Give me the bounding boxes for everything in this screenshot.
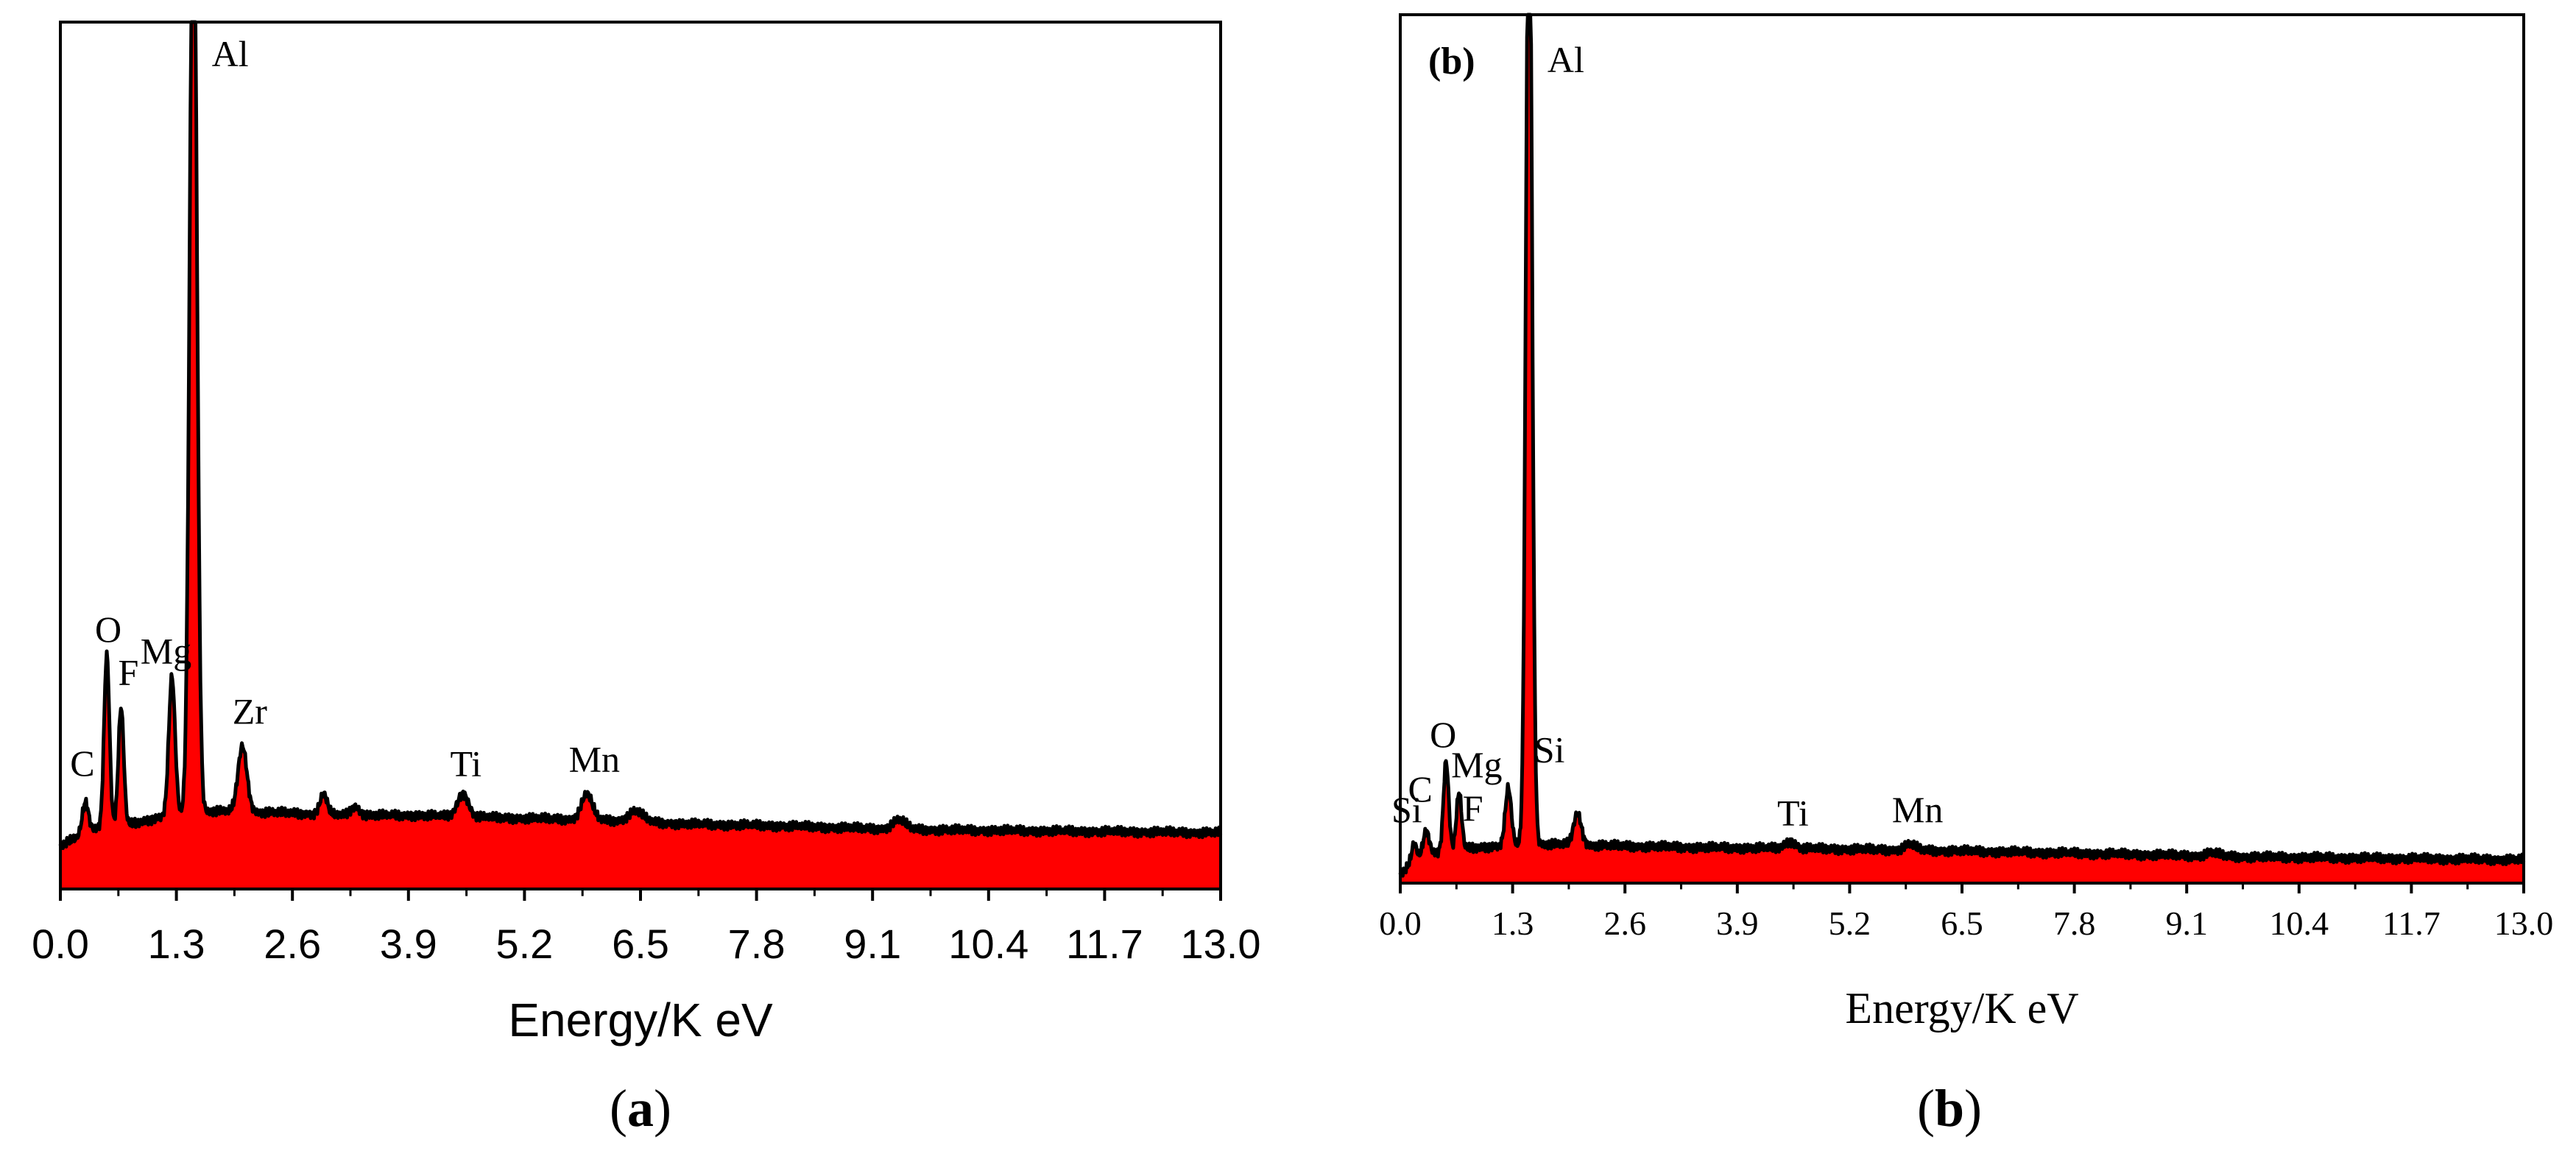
peak-label-f: F	[118, 652, 138, 693]
x-tick-label: 9.1	[844, 921, 901, 967]
caption-letter-b: b	[1935, 1079, 1964, 1138]
caption-letter-a: a	[627, 1079, 654, 1138]
plot-frame-a	[59, 21, 1222, 890]
panel-title-b: (b)	[1428, 40, 1475, 82]
spectrum-area	[1400, 15, 2524, 883]
x-tick-label: 2.6	[1603, 904, 1646, 942]
x-tick-label: 10.4	[948, 921, 1028, 967]
x-tick-label: 1.3	[148, 921, 205, 967]
x-ticks-a: 0.0 1.3 2.6 3.9 5.2 6.5 7.8 9.1 10.4 11.7 13.0	[32, 889, 1261, 967]
spectrum-line	[58, 20, 1223, 851]
x-tick-label: 5.2	[1829, 904, 1871, 942]
x-axis-label-a: Energy/K eV	[508, 994, 773, 1046]
x-tick-label: 0.0	[1379, 904, 1422, 942]
x-tick-label: 13.0	[1181, 921, 1261, 967]
peak-label-mn: Mn	[1892, 789, 1943, 830]
x-tick-label: 2.6	[264, 921, 321, 967]
x-ticks-b: 0.0 1.3 2.6 3.9 5.2 6.5 7.8 9.1 10.4 11.7 13.0	[1379, 883, 2553, 942]
x-tick-label: 11.7	[1066, 921, 1143, 967]
spectrum-line	[1398, 13, 2526, 878]
x-tick-label: 7.8	[728, 921, 786, 967]
x-tick-label: 3.9	[1716, 904, 1759, 942]
peak-label-o: O	[1430, 714, 1456, 755]
peak-label-si: Si	[1391, 789, 1422, 830]
x-tick-label: 11.7	[2382, 904, 2441, 942]
peak-label-mg: Mg	[1451, 744, 1502, 785]
peak-label-ti: Ti	[1777, 792, 1809, 833]
peak-label-al: Al	[1548, 39, 1584, 80]
x-tick-label: 3.9	[380, 921, 437, 967]
peak-label-mn: Mn	[569, 738, 620, 779]
x-axis-label-b: Energy/K eV	[1845, 984, 2078, 1033]
caption-close-a: )	[654, 1079, 671, 1138]
peak-label-al: Al	[212, 33, 249, 74]
x-tick-label: 9.1	[2165, 904, 2208, 942]
spectrum-area	[60, 22, 1221, 889]
plot-frame-b	[1399, 13, 2525, 885]
caption-open-b: (	[1917, 1079, 1935, 1138]
x-tick-label: 1.3	[1492, 904, 1534, 942]
peak-label-si: Si	[1534, 729, 1565, 771]
peak-label-c: C	[1408, 768, 1433, 810]
peak-label-mg: Mg	[141, 630, 191, 671]
x-tick-label: 6.5	[612, 921, 669, 967]
x-tick-label: 6.5	[1941, 904, 1983, 942]
panel-caption-b: (b)	[1917, 1079, 1982, 1138]
peak-label-o: O	[95, 609, 121, 650]
caption-close-b: )	[1964, 1079, 1982, 1138]
peak-label-ti: Ti	[450, 743, 481, 784]
peak-label-c: C	[70, 743, 94, 784]
x-tick-label: 10.4	[2270, 904, 2329, 942]
x-tick-label: 0.0	[32, 921, 89, 967]
caption-open-a: (	[610, 1079, 627, 1138]
peak-label-zr: Zr	[233, 691, 268, 732]
x-tick-label: 5.2	[495, 921, 553, 967]
x-tick-label: 7.8	[2053, 904, 2096, 942]
peak-label-f: F	[1463, 787, 1483, 829]
panel-caption-a: (a)	[610, 1079, 671, 1138]
x-tick-label: 13.0	[2494, 904, 2554, 942]
